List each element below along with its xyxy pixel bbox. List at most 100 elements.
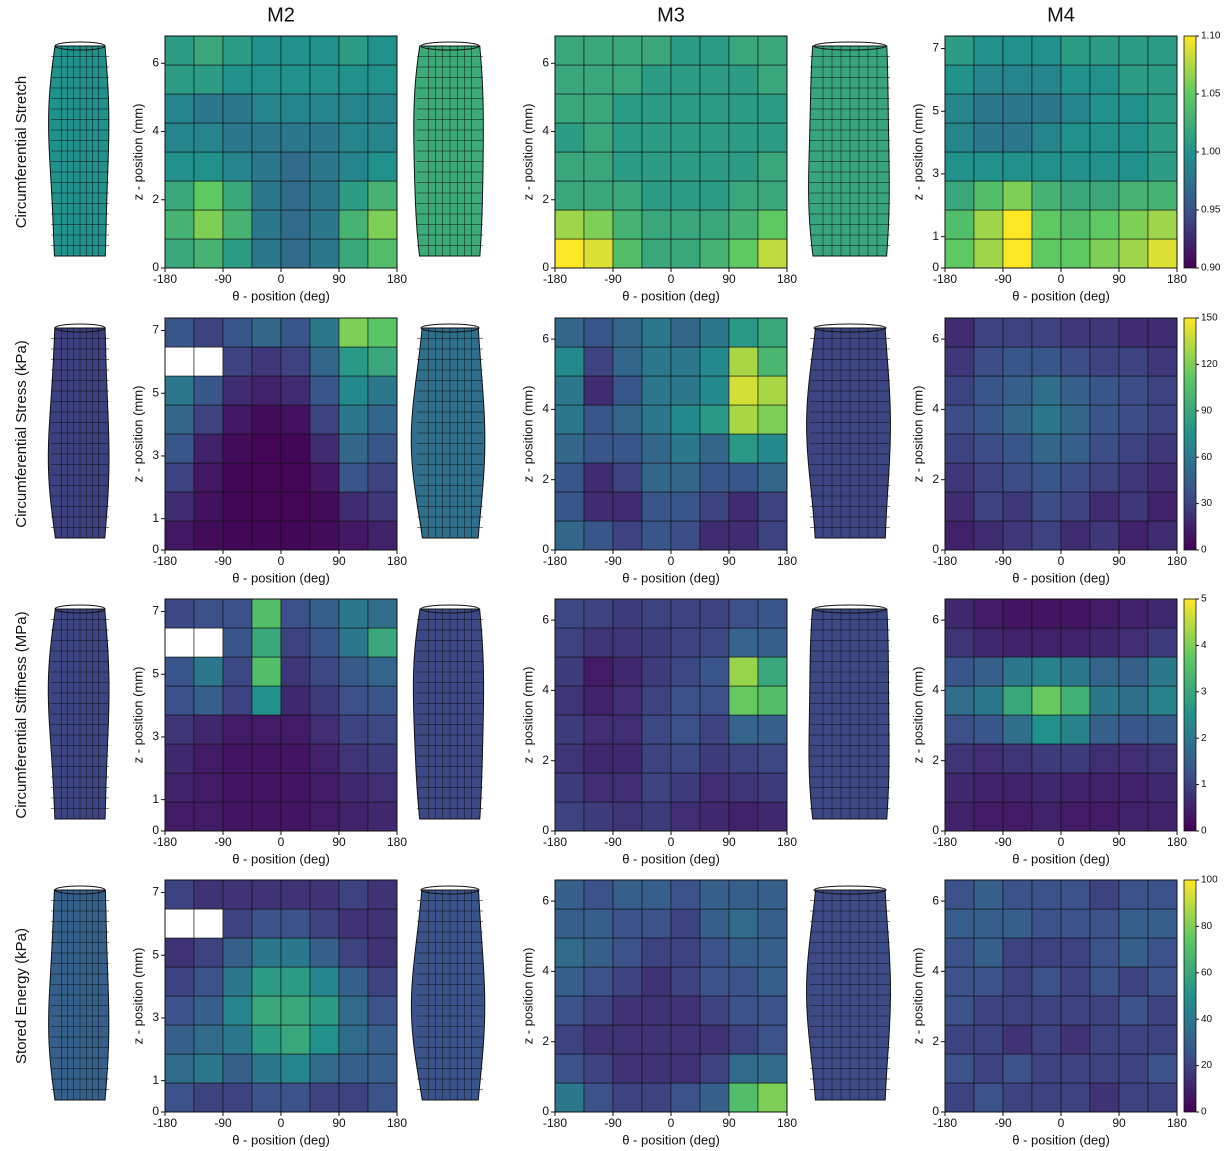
heatmap-cell [758, 802, 787, 831]
y-tick-label: 6 [542, 893, 549, 907]
row-label: Circumferential Stretch [13, 76, 30, 229]
heatmap-cell [310, 376, 339, 405]
colorbar-tick-label: 0.95 [1201, 205, 1221, 216]
column-title: M4 [1047, 4, 1075, 26]
x-axis-label: θ - position (deg) [232, 1132, 330, 1147]
figure: -180-900901800246θ - position (deg)z - p… [0, 0, 1232, 1151]
heatmap-cell [613, 773, 642, 802]
x-tick-label: 180 [777, 1116, 797, 1130]
heatmap-cell [339, 599, 368, 628]
heatmap-cell [223, 239, 252, 268]
heatmap-cell [945, 967, 974, 996]
y-tick-label: 1 [152, 792, 159, 806]
heatmap-cell [165, 434, 194, 463]
heatmap-cell [1148, 909, 1177, 938]
heatmap-cell [642, 909, 671, 938]
heatmap-cell [555, 880, 584, 909]
heatmap-cell [1061, 123, 1090, 152]
heatmap-cell [1061, 938, 1090, 967]
heatmap-cell [1003, 802, 1032, 831]
heatmap-cell [223, 802, 252, 831]
heatmap-cell [945, 434, 974, 463]
heatmap-cell [945, 405, 974, 434]
heatmap-cell [310, 1054, 339, 1083]
heatmap-cell [223, 967, 252, 996]
heatmap-cell [945, 181, 974, 210]
heatmap-cell [339, 318, 368, 347]
heatmap-cell [945, 210, 974, 239]
heatmap-cell [613, 65, 642, 94]
heatmap-cell [1119, 463, 1148, 492]
y-tick-label: 3 [152, 1010, 159, 1024]
heatmap-cell [1003, 773, 1032, 802]
heatmap-cell [974, 239, 1003, 268]
heatmap-cell [1119, 1025, 1148, 1054]
heatmap-cell [1032, 1025, 1061, 1054]
y-axis-label: z - position (mm) [910, 104, 925, 201]
heatmap-cell [281, 405, 310, 434]
y-tick-label: 0 [542, 1104, 549, 1118]
heatmap-cell [1119, 909, 1148, 938]
heatmap-cell [1061, 1083, 1090, 1112]
heatmap-cell [1090, 938, 1119, 967]
heatmap-cell [642, 744, 671, 773]
heatmap-cell [945, 628, 974, 657]
heatmap-cell [368, 94, 397, 123]
heatmap-cell [700, 1083, 729, 1112]
heatmap-cell [310, 463, 339, 492]
y-tick-label: 0 [542, 823, 549, 837]
x-tick-label: -180 [543, 272, 567, 286]
heatmap-cell [194, 376, 223, 405]
heatmap-cell [339, 347, 368, 376]
heatmap-cell [729, 938, 758, 967]
heatmap-cell [642, 239, 671, 268]
heatmap-cell [165, 492, 194, 521]
heatmap-cell [165, 773, 194, 802]
heatmap-cell [613, 318, 642, 347]
heatmap-cell [310, 909, 339, 938]
x-tick-label: 90 [332, 554, 346, 568]
x-axis-label: θ - position (deg) [1012, 570, 1110, 585]
heatmap-cell [671, 210, 700, 239]
y-tick-label: 0 [152, 1104, 159, 1118]
heatmap-cell [1119, 434, 1148, 463]
colorbar-tick-label: 0 [1201, 545, 1207, 556]
y-tick-label: 6 [932, 893, 939, 907]
heatmap-cell [758, 599, 787, 628]
heatmap-cell [339, 938, 368, 967]
heatmap-cell [1061, 181, 1090, 210]
heatmap-cell [1032, 210, 1061, 239]
heatmap-cell [555, 210, 584, 239]
y-tick-label: 2 [542, 753, 549, 767]
x-axis-label: θ - position (deg) [1012, 851, 1110, 866]
heatmap-cell [642, 181, 671, 210]
heatmap-cell [1003, 434, 1032, 463]
heatmap-cell [165, 405, 194, 434]
heatmap-cell [368, 405, 397, 434]
colorbar-tick-label: 60 [1201, 452, 1213, 463]
heatmap-cell [555, 909, 584, 938]
heatmap-cell [1148, 657, 1177, 686]
heatmap-cell [252, 65, 281, 94]
heatmap-cell [584, 463, 613, 492]
heatmap-cell [223, 405, 252, 434]
heatmap-cell [1032, 239, 1061, 268]
heatmap-cell [671, 686, 700, 715]
x-tick-label: 180 [1167, 272, 1187, 286]
heatmap-cell [281, 347, 310, 376]
heatmap-cell [339, 94, 368, 123]
heatmap-cell [252, 657, 281, 686]
x-tick-label: 0 [278, 272, 285, 286]
heatmap-cell [339, 36, 368, 65]
heatmap-cell [584, 152, 613, 181]
heatmap-cell [165, 376, 194, 405]
heatmap-cell [1003, 657, 1032, 686]
heatmap-cell [613, 909, 642, 938]
heatmap-cell [1061, 802, 1090, 831]
heatmap-cell [584, 686, 613, 715]
heatmap-cell [555, 123, 584, 152]
heatmap-cell [555, 65, 584, 94]
heatmap-cell [310, 492, 339, 521]
row-label: Circumferential Stiffness (MPa) [13, 611, 30, 818]
heatmap-cell [1148, 715, 1177, 744]
